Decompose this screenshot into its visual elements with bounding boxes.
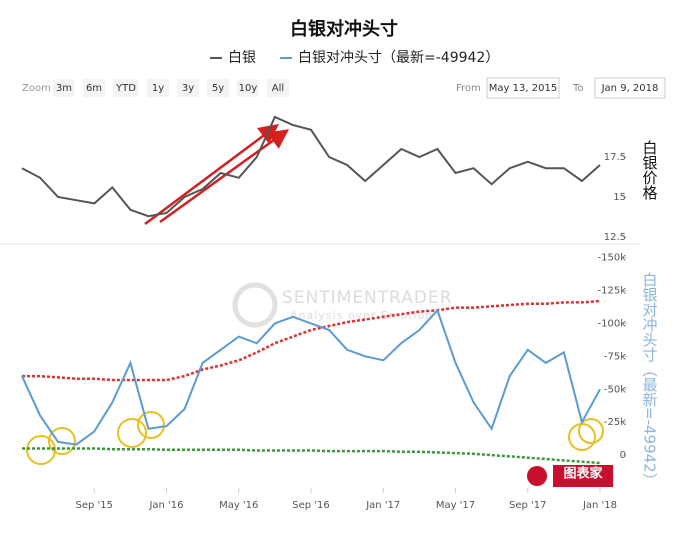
range-button-label[interactable]: YTD <box>115 83 136 94</box>
annotation-arrow <box>159 129 290 224</box>
y-tick-label: 0 <box>620 450 626 461</box>
series-line <box>21 308 601 446</box>
zoom-label: Zoom <box>22 83 51 94</box>
range-button[interactable] <box>177 79 199 97</box>
logo-icon <box>527 466 547 486</box>
x-tick-label: Jan '18 <box>582 500 617 511</box>
series-line <box>22 299 601 382</box>
y-tick-label: -100k <box>598 318 627 329</box>
y-tick-label: -75k <box>604 351 626 362</box>
from-input[interactable] <box>486 77 560 99</box>
x-tick-label: Sep '15 <box>76 500 114 511</box>
range-button-label[interactable]: 3m <box>56 83 72 94</box>
x-tick-label: Sep '17 <box>509 500 547 511</box>
x-tick-label: May '16 <box>219 500 258 511</box>
to-label: To <box>572 83 584 94</box>
x-tick-label: Jan '17 <box>365 500 400 511</box>
range-button-label[interactable]: 3y <box>182 83 194 94</box>
range-button-label[interactable]: All <box>272 83 284 94</box>
x-tick-label: Sep '16 <box>292 500 330 511</box>
range-button[interactable] <box>237 79 259 97</box>
range-button[interactable] <box>207 79 229 97</box>
y-tick-label: 15 <box>613 192 626 203</box>
series-line <box>21 115 601 218</box>
y-axis-label: 白银对冲头寸（最新=-49942） <box>641 272 659 488</box>
range-button[interactable] <box>53 79 75 97</box>
y-tick-label: 12.5 <box>604 232 626 243</box>
to-input[interactable] <box>594 77 666 99</box>
watermark-logo <box>232 282 278 328</box>
from-value[interactable]: May 13, 2015 <box>489 83 557 94</box>
range-button[interactable] <box>113 79 139 97</box>
annotation-circles <box>26 411 604 465</box>
x-tick-label: Jan '16 <box>148 500 183 511</box>
y-tick-label: -50k <box>604 384 626 395</box>
x-tick-label: May '17 <box>436 500 475 511</box>
to-value[interactable]: Jan 9, 2018 <box>601 83 659 94</box>
y-tick-label: -125k <box>598 286 627 297</box>
range-button-label[interactable]: 10y <box>239 83 258 94</box>
range-button-label[interactable]: 5y <box>212 83 224 94</box>
from-label: From <box>456 83 481 94</box>
range-button-label[interactable]: 1y <box>152 83 164 94</box>
range-button[interactable] <box>83 79 105 97</box>
series-line <box>22 447 601 465</box>
range-button[interactable] <box>147 79 169 97</box>
y-tick-label: -150k <box>598 253 627 264</box>
legend-label: 白银对冲头寸（最新=-49942） <box>298 50 499 66</box>
watermark-text: SENTIMENTRADER <box>282 288 453 308</box>
y-axis-label: 白银价格 <box>641 140 659 200</box>
logo-text: 图表家 <box>563 466 603 482</box>
logo-box <box>553 465 613 487</box>
range-button[interactable] <box>267 79 289 97</box>
range-button-label[interactable]: 6m <box>86 83 102 94</box>
chart-title: 白银对冲头寸 <box>290 18 398 40</box>
y-tick-label: -25k <box>604 417 626 428</box>
legend-label: 白银 <box>228 50 256 66</box>
annotation-arrow <box>144 124 280 226</box>
watermark-subtext: Analysis over Emotion <box>290 309 433 322</box>
y-tick-label: 17.5 <box>604 152 626 163</box>
